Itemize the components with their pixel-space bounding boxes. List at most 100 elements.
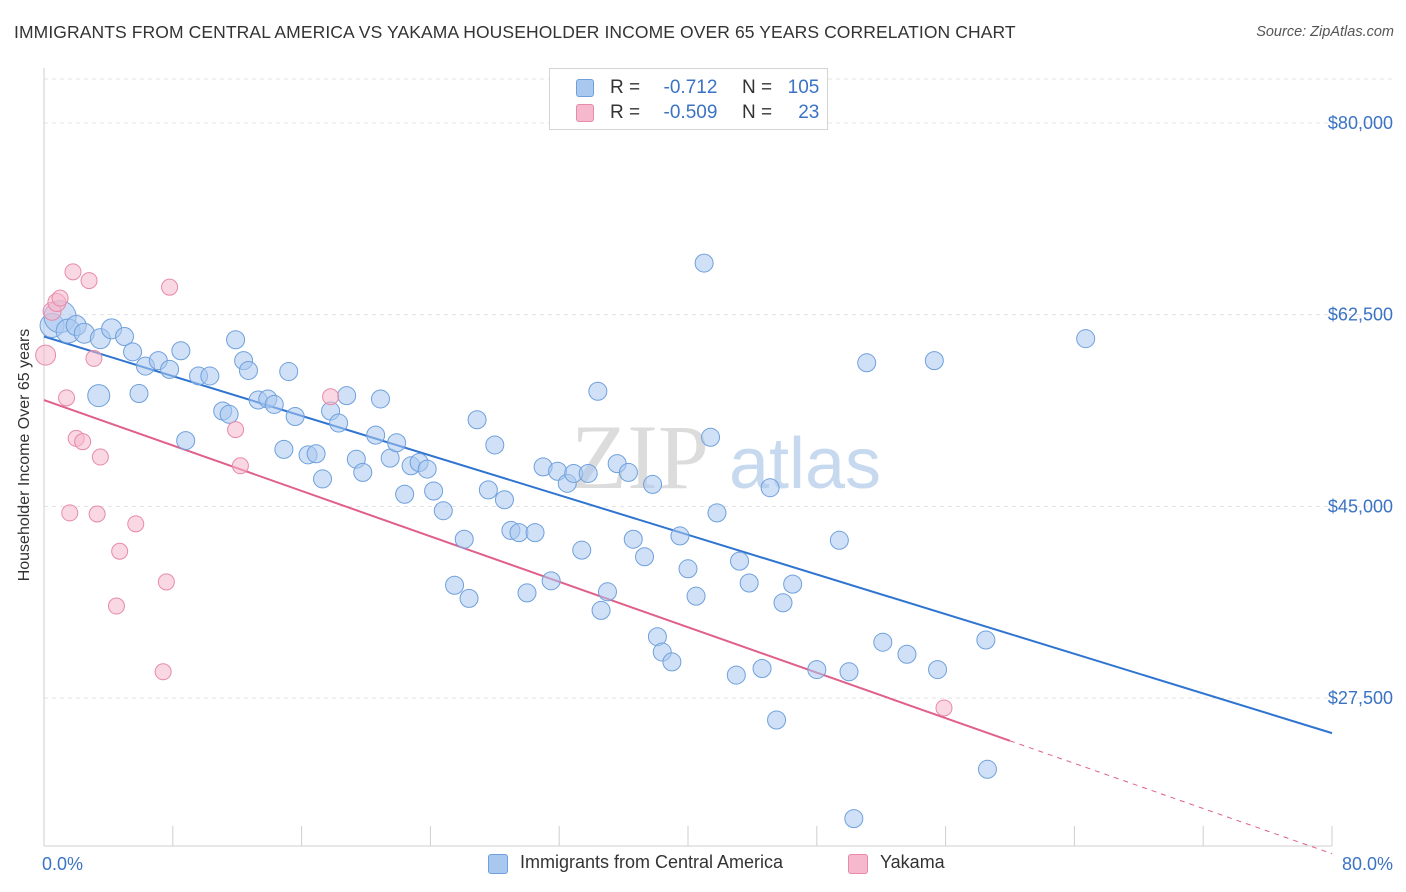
yakama-point <box>58 389 76 407</box>
central-america-point <box>897 644 917 664</box>
central-america-point <box>643 474 663 494</box>
series-swatch-blue <box>488 854 508 874</box>
x-tick-label: 80.0% <box>1342 854 1393 874</box>
yakama-point <box>161 278 179 296</box>
central-america-point <box>337 386 357 406</box>
x-tick-label: 0.0% <box>42 854 83 874</box>
y-tick-label: $27,500 <box>1328 688 1393 708</box>
y-tick-label: $62,500 <box>1328 305 1393 325</box>
central-america-point <box>588 381 608 401</box>
central-america-point <box>662 652 682 672</box>
central-america-point <box>807 660 827 680</box>
gridlines <box>44 78 1394 699</box>
central-america-point <box>176 431 196 451</box>
central-america-point <box>730 551 750 571</box>
central-america-point <box>366 425 386 445</box>
central-america-point <box>459 588 479 608</box>
yakama-point <box>157 573 175 591</box>
legend-n-label: N = <box>741 102 773 123</box>
central-america-point <box>115 326 134 346</box>
yakama-point <box>227 421 245 439</box>
yakama-point <box>61 504 79 522</box>
legend-r-label: R = <box>610 102 641 123</box>
central-america-point <box>200 366 220 386</box>
central-america-point <box>726 665 746 685</box>
yakama-trend-extension <box>1009 740 1333 855</box>
central-america-point <box>123 342 143 362</box>
source-label: Source: ZipAtlas.com <box>1256 24 1394 40</box>
central-america-point <box>1076 329 1096 349</box>
legend-r-label: R = <box>610 77 641 98</box>
yakama-point <box>935 699 953 717</box>
series-label: Immigrants from Central America <box>520 852 784 872</box>
central-america-point <box>707 503 727 523</box>
y-tick-label: $80,000 <box>1328 113 1393 133</box>
central-america-point <box>467 410 487 430</box>
watermark-zip: ZIP <box>571 406 709 508</box>
central-america-point <box>623 529 643 549</box>
legend-text: R = -0.712 N = 105 <box>610 77 819 99</box>
legend-r-value: -0.712 <box>663 77 718 98</box>
yakama-point <box>154 663 172 681</box>
axes <box>43 68 1333 847</box>
central-america-point <box>857 353 877 373</box>
central-america-point <box>752 658 772 678</box>
yakama-point <box>51 289 69 307</box>
legend-text: R = -0.509 N = 23 <box>610 102 819 124</box>
y-tick-label: $45,000 <box>1328 496 1393 516</box>
central-america-point <box>694 253 714 273</box>
central-america-point <box>417 459 437 479</box>
legend-r-value: -0.509 <box>663 102 718 123</box>
yakama-point <box>322 388 340 406</box>
central-america-point <box>701 427 721 447</box>
central-america-point <box>976 630 996 650</box>
central-america-point <box>395 484 415 504</box>
central-america-point <box>454 529 474 549</box>
central-america-point <box>171 341 191 361</box>
central-america-point <box>873 632 893 652</box>
central-america-point <box>494 490 514 510</box>
central-america-point <box>387 433 407 453</box>
correlation-legend: R = -0.712 N = 105 R = -0.509 N = 23 <box>549 68 828 130</box>
tick-labels: $27,500 $45,000 $62,500 $80,000 0.0% 80.0% <box>42 113 1393 874</box>
central-america-point <box>160 359 180 379</box>
central-america-point <box>370 389 390 409</box>
central-america-point <box>279 362 299 382</box>
central-america-point <box>433 501 453 521</box>
yakama-point <box>35 344 57 366</box>
central-america-point <box>485 435 505 455</box>
legend-swatch-pink <box>576 104 594 122</box>
central-america-point <box>424 481 444 501</box>
central-america-point <box>773 593 793 613</box>
yakama-point <box>88 505 106 523</box>
yakama-point <box>80 272 98 290</box>
watermark: ZIP atlas <box>571 406 881 508</box>
central-america-point <box>445 575 465 595</box>
series-label: Yakama <box>880 852 945 872</box>
central-america-point <box>739 573 759 593</box>
central-america-point <box>353 462 373 482</box>
central-america-point <box>572 540 592 560</box>
central-america-point <box>509 523 529 543</box>
central-america-point <box>977 759 997 779</box>
yakama-point <box>111 542 129 560</box>
legend-n-value: 105 <box>787 77 820 98</box>
chart-title: IMMIGRANTS FROM CENTRAL AMERICA VS YAKAM… <box>14 22 1016 42</box>
legend-n-value: 23 <box>798 102 820 123</box>
central-america-point <box>760 478 780 498</box>
central-america-point <box>829 530 849 550</box>
central-america-point <box>767 710 787 730</box>
central-america-point <box>686 586 706 606</box>
legend-n-label: N = <box>741 77 773 98</box>
watermark-atlas: atlas <box>729 424 881 504</box>
central-america-point <box>678 559 698 579</box>
yakama-point <box>85 349 103 367</box>
central-america-point <box>238 360 258 380</box>
yakama-point <box>64 263 82 281</box>
central-america-point <box>670 526 690 546</box>
central-america-point <box>306 444 326 464</box>
central-america-point <box>478 480 498 500</box>
series-legend: Immigrants from Central America Yakama <box>0 851 1406 879</box>
central-america-point <box>598 582 617 602</box>
